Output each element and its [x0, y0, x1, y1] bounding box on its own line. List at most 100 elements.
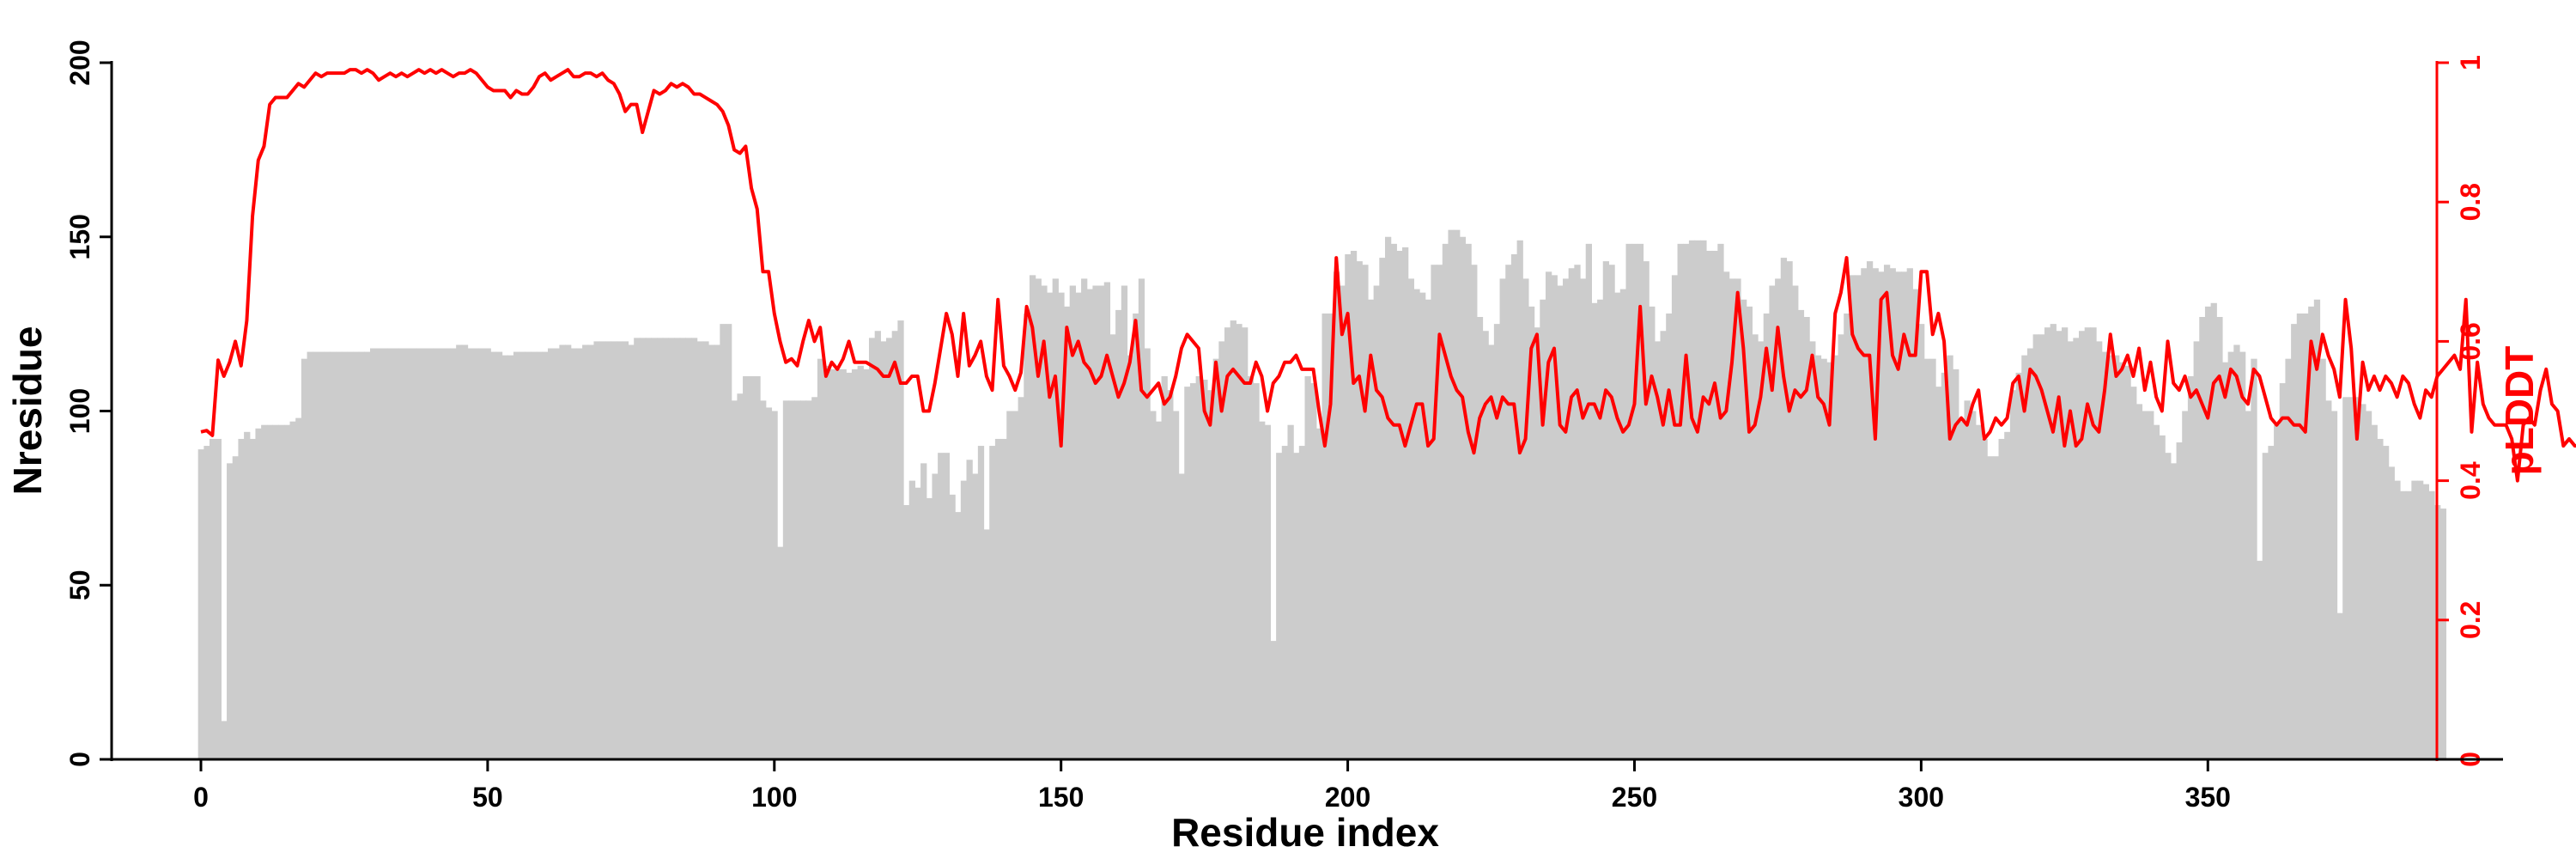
bar	[1304, 375, 1311, 759]
bar	[1987, 456, 1994, 759]
bar	[1184, 387, 1191, 759]
plddt-line	[200, 68, 2576, 483]
bar	[726, 324, 732, 760]
bar	[1958, 421, 1965, 759]
bar	[456, 344, 463, 759]
bar	[1643, 261, 1649, 759]
bar	[754, 375, 761, 759]
bar	[422, 348, 428, 759]
bar	[387, 348, 394, 759]
left-tick-label: 200	[64, 40, 95, 85]
bar	[375, 348, 382, 759]
bar	[204, 446, 210, 759]
left-tick-label: 0	[64, 752, 95, 767]
bar	[679, 338, 686, 759]
left-tick-label: 150	[64, 214, 95, 259]
bar	[335, 351, 343, 759]
bar	[1597, 299, 1604, 759]
bar	[2399, 490, 2407, 759]
bar	[450, 348, 457, 759]
bar	[1270, 641, 1277, 759]
bar	[347, 351, 354, 759]
bar	[611, 341, 617, 759]
bar	[433, 348, 440, 759]
bar	[2056, 331, 2063, 759]
bar	[1293, 453, 1300, 759]
bar	[2422, 484, 2429, 759]
bar	[2302, 313, 2309, 760]
bar	[1425, 299, 1432, 759]
bar	[1488, 344, 1495, 759]
bar	[2325, 400, 2332, 759]
left-y-axis-title: Nresidue	[5, 326, 50, 496]
x-tick-label: 250	[1612, 782, 1657, 813]
bar	[525, 351, 532, 759]
x-tick-label: 50	[472, 782, 503, 813]
bar	[1649, 306, 1656, 760]
bar	[1654, 341, 1662, 759]
bar	[799, 400, 807, 759]
bar	[1350, 250, 1358, 760]
bar	[2118, 362, 2126, 759]
bars-series	[197, 229, 2447, 760]
bar	[1018, 397, 1024, 759]
bar	[2165, 453, 2172, 759]
bar	[2204, 306, 2212, 760]
x-tick-label: 0	[193, 782, 209, 813]
bar	[2009, 390, 2017, 759]
bar	[2274, 424, 2281, 759]
bar	[404, 348, 411, 759]
bar	[1941, 372, 1948, 759]
bar	[444, 348, 452, 759]
bar	[559, 344, 566, 759]
bar	[794, 400, 801, 759]
bar	[1741, 299, 1747, 759]
bar	[1172, 411, 1180, 759]
bar	[1115, 309, 1122, 759]
bar	[519, 351, 526, 759]
x-tick-label: 300	[1899, 782, 1944, 813]
bar	[1384, 236, 1392, 759]
bar	[977, 446, 985, 759]
right-tick-label: 0.6	[2455, 322, 2486, 360]
bar	[857, 365, 864, 759]
bar	[2015, 372, 2022, 759]
bar	[1608, 265, 1615, 759]
bar	[702, 341, 709, 759]
bar	[1574, 265, 1581, 759]
bar	[1872, 268, 1879, 759]
bar	[1321, 313, 1328, 760]
bar	[2336, 612, 2343, 759]
bar	[840, 369, 847, 759]
bar	[1832, 355, 1839, 759]
bar	[1557, 285, 1564, 759]
bar	[1264, 424, 1272, 759]
right-tick-label: 1	[2455, 55, 2486, 70]
bar	[513, 351, 520, 759]
x-tick-label: 350	[2185, 782, 2231, 813]
bar	[1224, 327, 1231, 759]
bar	[1540, 299, 1546, 759]
bar	[1602, 261, 1610, 759]
bar	[720, 324, 726, 760]
bar	[1591, 302, 1598, 759]
bar	[2330, 411, 2338, 759]
bar	[249, 438, 257, 759]
bar	[2079, 331, 2086, 759]
bar	[2268, 446, 2275, 759]
bar	[2417, 480, 2424, 759]
bar	[1345, 254, 1352, 759]
bar	[1109, 334, 1116, 759]
bar	[1121, 285, 1128, 759]
bar	[1625, 243, 1632, 759]
bar	[1906, 268, 1913, 759]
bar	[478, 348, 486, 759]
bar	[811, 397, 818, 759]
right-tick-label: 0.8	[2455, 183, 2486, 221]
bar	[1339, 285, 1346, 759]
bar	[1189, 383, 1197, 759]
bar	[886, 338, 893, 759]
bar	[1315, 428, 1323, 759]
bar	[2090, 327, 2097, 759]
bar	[851, 369, 859, 759]
